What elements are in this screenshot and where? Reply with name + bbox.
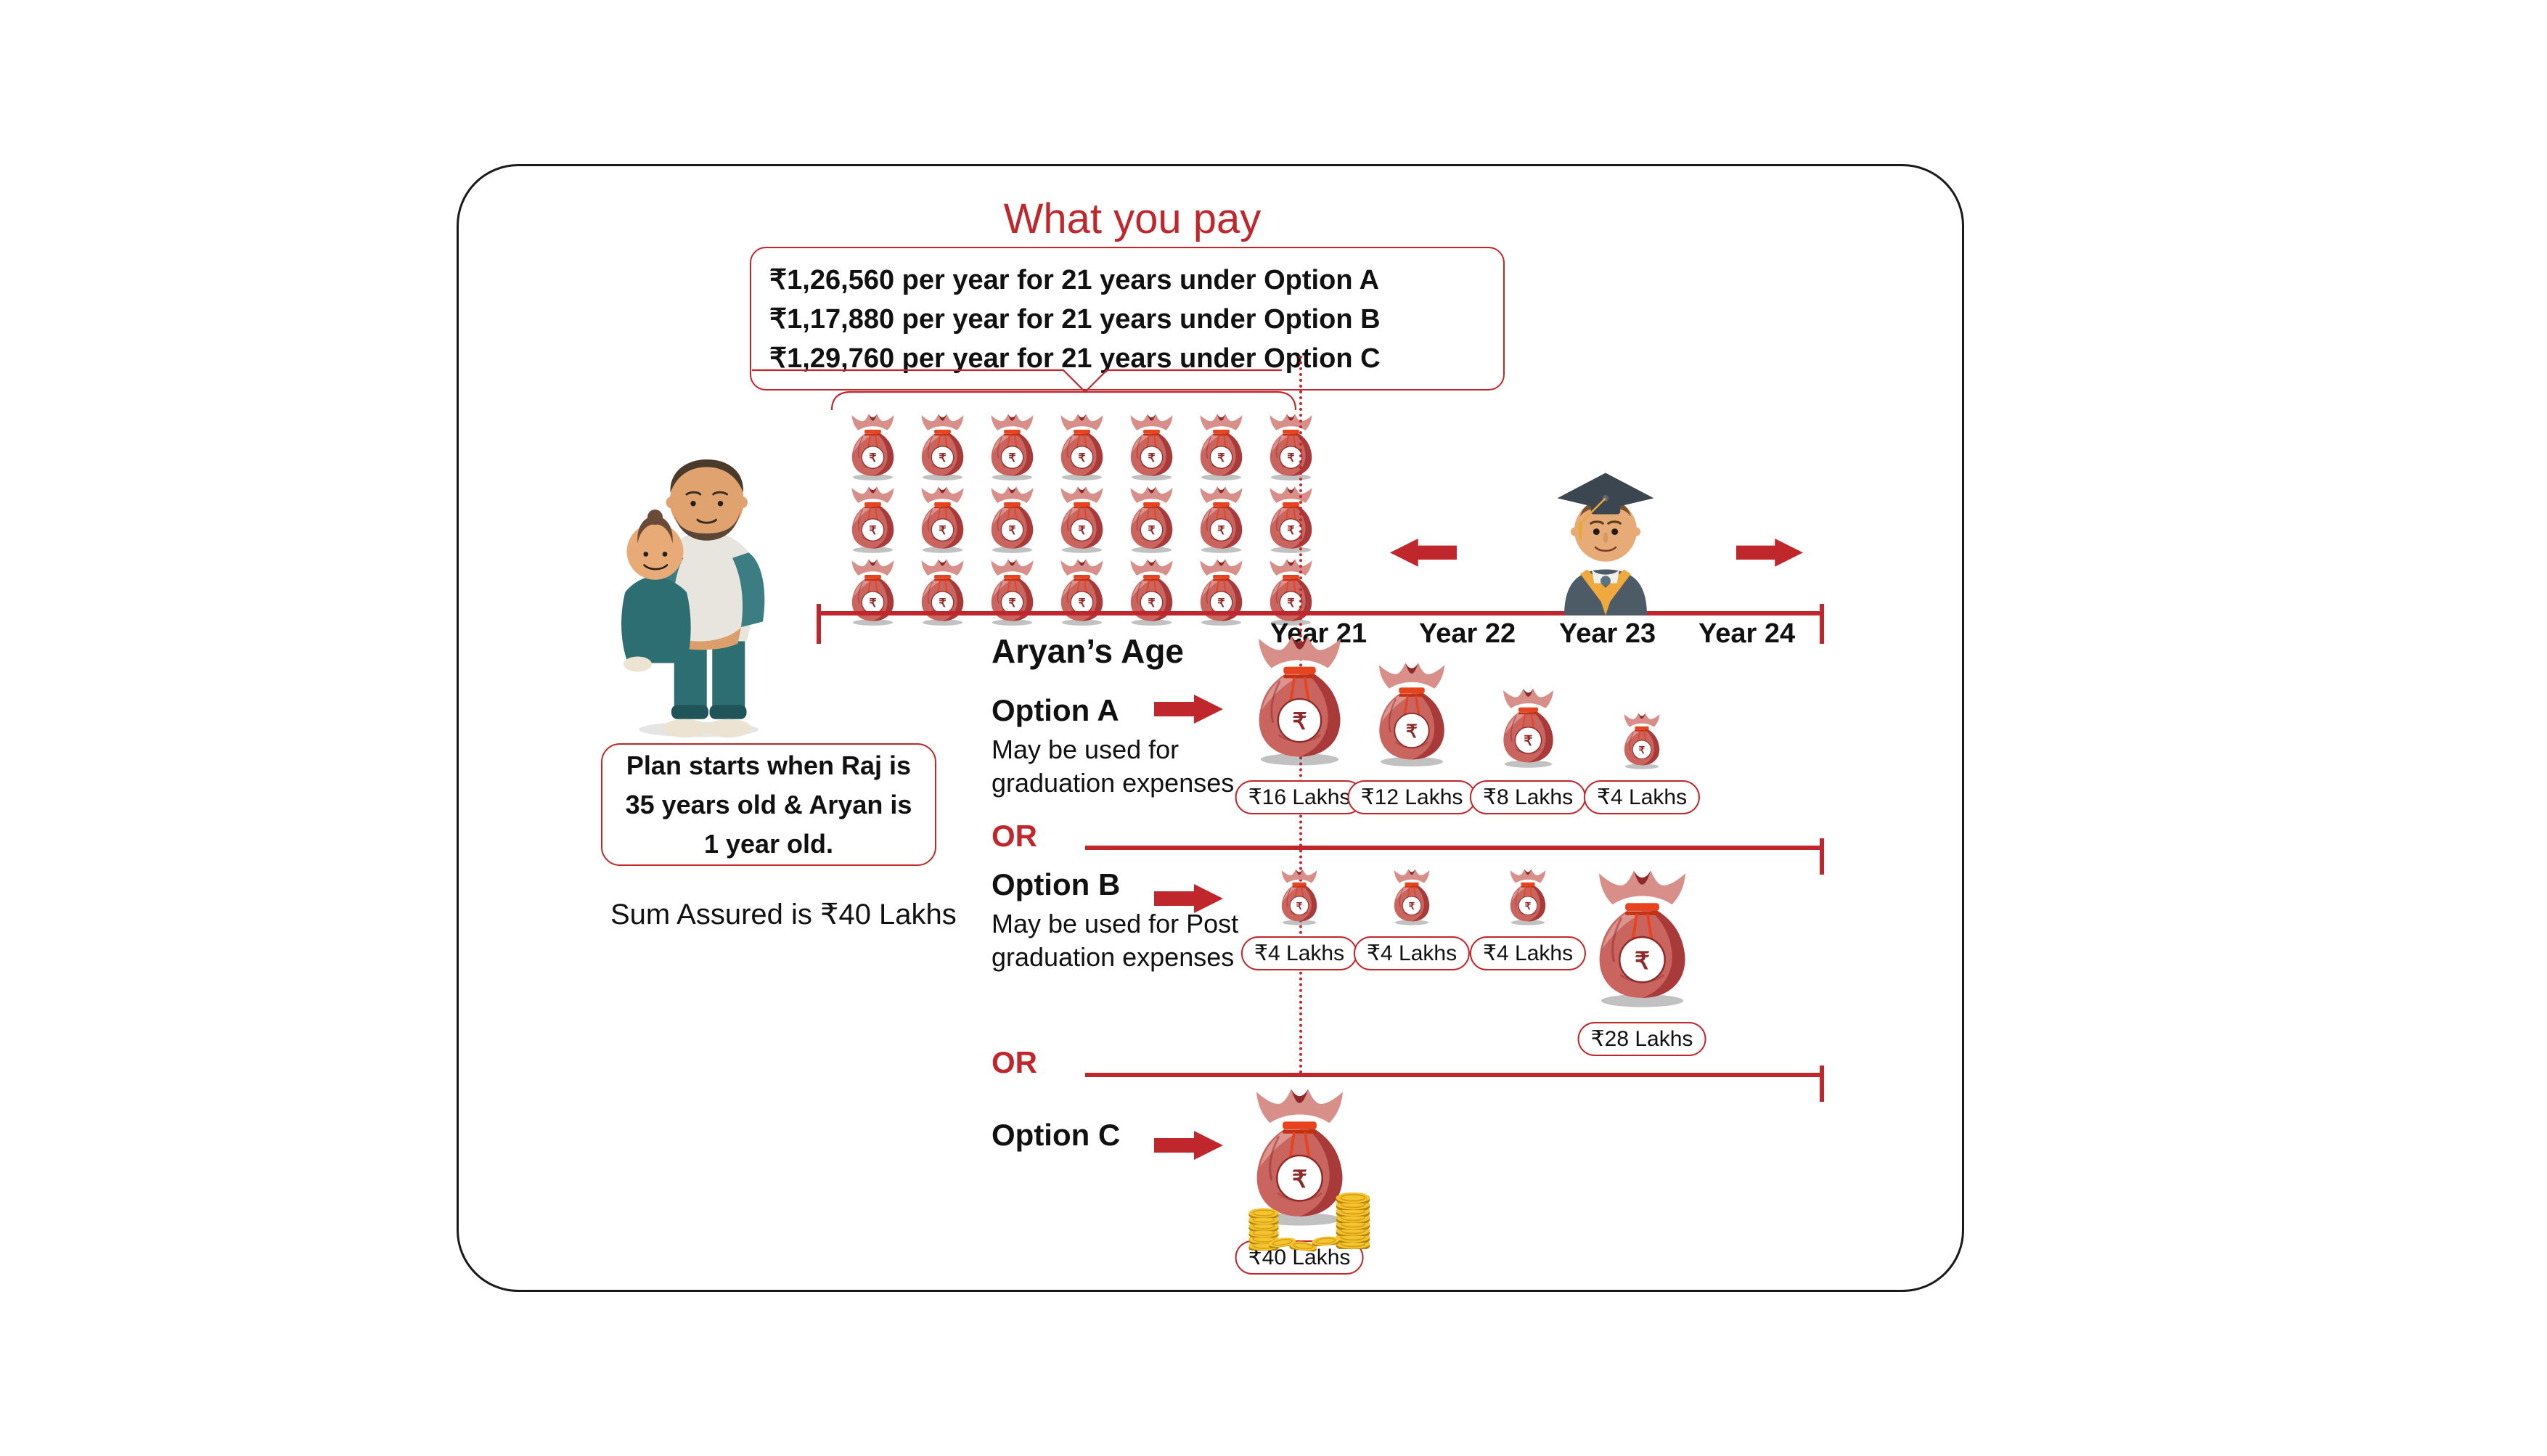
svg-text:₹: ₹ xyxy=(1524,734,1532,749)
svg-text:₹: ₹ xyxy=(939,451,946,465)
svg-text:₹: ₹ xyxy=(1078,451,1085,465)
svg-text:₹: ₹ xyxy=(1078,524,1085,537)
svg-text:₹: ₹ xyxy=(869,524,876,537)
svg-text:₹: ₹ xyxy=(939,597,946,610)
svg-text:₹: ₹ xyxy=(1525,901,1532,912)
svg-text:₹: ₹ xyxy=(1217,597,1225,610)
svg-text:₹: ₹ xyxy=(1217,524,1225,537)
svg-text:₹: ₹ xyxy=(939,524,946,537)
svg-text:₹: ₹ xyxy=(869,597,876,610)
svg-text:₹: ₹ xyxy=(1291,1166,1307,1193)
svg-text:₹: ₹ xyxy=(1634,948,1649,975)
svg-text:₹: ₹ xyxy=(1409,901,1415,912)
svg-text:₹: ₹ xyxy=(1217,451,1225,465)
svg-text:₹: ₹ xyxy=(1296,901,1303,912)
svg-text:₹: ₹ xyxy=(1406,721,1418,742)
svg-text:₹: ₹ xyxy=(1008,597,1015,610)
svg-text:₹: ₹ xyxy=(1078,597,1085,610)
svg-text:₹: ₹ xyxy=(1287,597,1294,610)
svg-text:₹: ₹ xyxy=(1148,597,1155,610)
svg-text:₹: ₹ xyxy=(1008,451,1015,465)
svg-text:₹: ₹ xyxy=(1287,451,1294,465)
svg-text:₹: ₹ xyxy=(1292,709,1307,735)
svg-text:₹: ₹ xyxy=(1148,524,1155,537)
svg-text:₹: ₹ xyxy=(1148,451,1155,465)
svg-text:₹: ₹ xyxy=(1287,524,1294,537)
svg-text:₹: ₹ xyxy=(869,451,876,465)
svg-text:₹: ₹ xyxy=(1008,524,1015,537)
svg-text:₹: ₹ xyxy=(1639,745,1645,756)
